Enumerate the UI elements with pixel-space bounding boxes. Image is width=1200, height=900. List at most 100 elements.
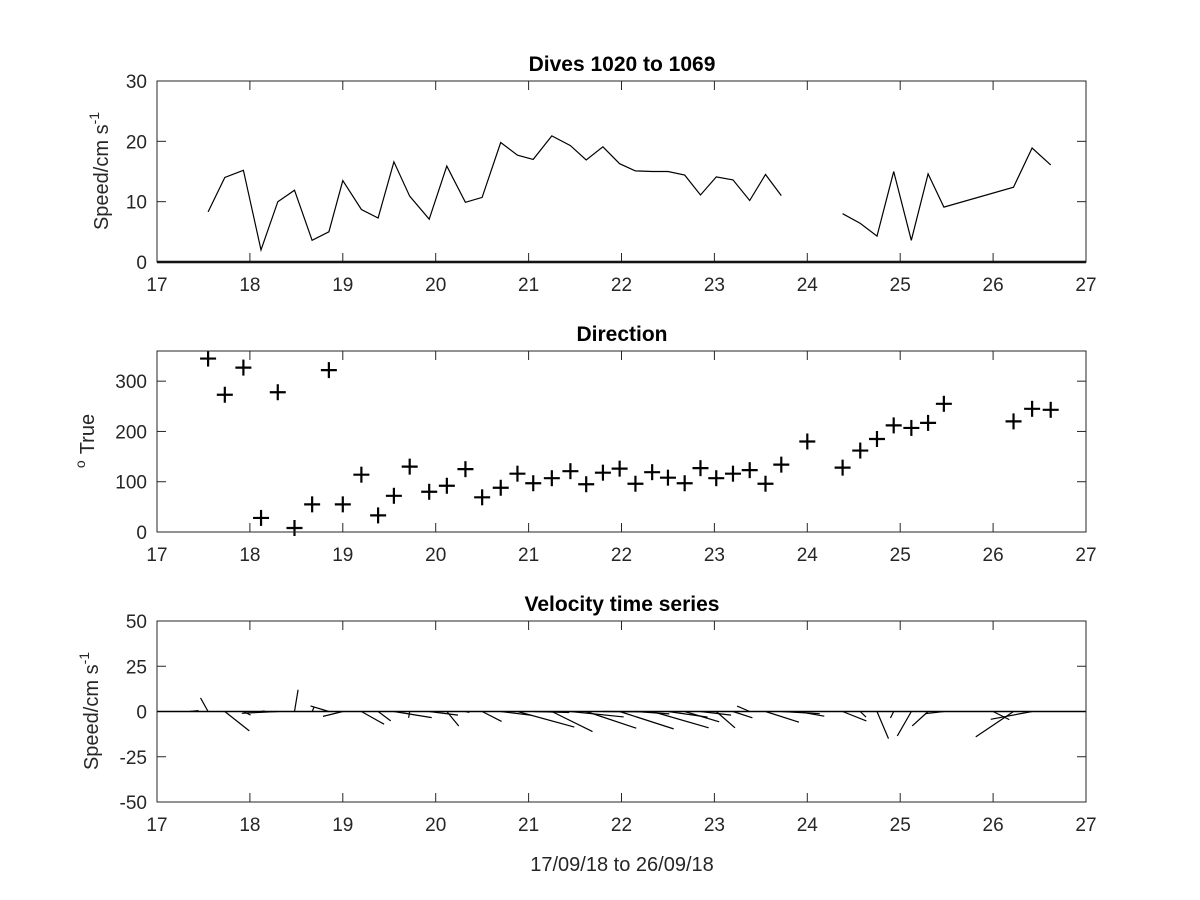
- direction-xtick-label: 21: [518, 545, 539, 566]
- velocity-stick: [446, 711, 460, 727]
- velocity-stick: [200, 697, 209, 712]
- speed-panel-ticks: 17 18 19 20 21 22 23 24 25 26 27 0 10 20 30: [126, 72, 1097, 296]
- direction-point: [885, 417, 902, 434]
- direction-ytick-label: 200: [115, 422, 147, 443]
- direction-point: [773, 456, 790, 473]
- direction-point: [1005, 413, 1022, 430]
- velocity-panel: Velocity time series 17 18 19 20 21 22 23 24 25 2…: [76, 593, 1097, 876]
- direction-point: [235, 359, 252, 376]
- direction-point: [692, 460, 709, 477]
- direction-xtick-label: 27: [1075, 545, 1096, 566]
- direction-point: [676, 475, 693, 492]
- direction-point: [757, 475, 774, 492]
- velocity-stick: [876, 711, 890, 739]
- direction-xtick-label: 18: [239, 545, 260, 566]
- velocity-stick: [619, 710, 674, 730]
- direction-point: [438, 477, 455, 494]
- velocity-stick: [393, 710, 432, 719]
- direction-xtick-label: 26: [983, 545, 1004, 566]
- velocity-xtick-label: 22: [611, 815, 632, 836]
- direction-point: [353, 466, 370, 483]
- direction-point: [1042, 401, 1059, 418]
- velocity-stick: [224, 711, 250, 732]
- velocity-stick: [408, 711, 411, 718]
- velocity-xtick-label: 27: [1075, 815, 1096, 836]
- velocity-stick: [293, 689, 299, 712]
- direction-panel: Direction 17 18 19 20 21 22 23 24 25 26 27 0 100 200 3…: [72, 323, 1097, 566]
- direction-point: [492, 479, 509, 496]
- velocity-stick: [842, 710, 867, 722]
- velocity-ytick-label: 25: [126, 657, 147, 678]
- speed-xtick-label: 21: [518, 275, 539, 296]
- velocity-xtick-label: 18: [239, 815, 260, 836]
- direction-point: [724, 465, 741, 482]
- direction-panel-ticks: 17 18 19 20 21 22 23 24 25 26 27 0 100 200 300: [115, 351, 1097, 566]
- direction-ytick-label: 100: [115, 473, 147, 494]
- direction-ytick-label: 0: [136, 523, 147, 544]
- velocity-stick: [765, 710, 800, 723]
- velocity-stick: [781, 710, 820, 715]
- velocity-ytick-label: -25: [120, 748, 147, 769]
- velocity-stick: [517, 710, 575, 728]
- direction-point: [269, 384, 286, 401]
- velocity-stick: [859, 711, 867, 718]
- direction-point: [200, 350, 217, 367]
- velocity-xtick-label: 23: [704, 815, 725, 836]
- velocity-stick: [700, 710, 732, 716]
- direction-point: [834, 459, 851, 476]
- speed-xtick-label: 18: [239, 275, 260, 296]
- direction-point: [474, 489, 491, 506]
- direction-point: [852, 442, 869, 459]
- direction-point: [1024, 400, 1041, 417]
- speed-panel-title: Dives 1020 to 1069: [529, 53, 716, 76]
- velocity-stick: [377, 711, 392, 722]
- velocity-panel-title: Velocity time series: [525, 593, 720, 616]
- velocity-stick: [241, 710, 278, 714]
- direction-point: [920, 414, 937, 431]
- direction-xtick-label: 22: [611, 545, 632, 566]
- direction-point: [935, 395, 952, 412]
- velocity-stick: [797, 710, 825, 717]
- direction-point: [611, 460, 628, 477]
- velocity-stick: [925, 710, 944, 715]
- direction-panel-markers: [200, 350, 1059, 536]
- direction-point: [320, 362, 337, 379]
- direction-point: [286, 519, 303, 536]
- direction-point: [421, 483, 438, 500]
- direction-point: [644, 464, 661, 481]
- velocity-xtick-label: 26: [983, 815, 1004, 836]
- direction-point: [525, 475, 542, 492]
- speed-ytick-label: 10: [126, 193, 147, 214]
- velocity-stick: [481, 710, 502, 722]
- speed-series-line: [207, 135, 782, 253]
- velocity-stick: [311, 707, 315, 712]
- direction-point: [594, 464, 611, 481]
- velocity-stick: [635, 710, 670, 715]
- direction-xtick-label: 25: [890, 545, 911, 566]
- direction-point: [562, 463, 579, 480]
- direction-point: [578, 476, 595, 493]
- velocity-stick: [586, 710, 637, 729]
- velocity-ytick-label: 0: [136, 703, 147, 724]
- direction-point: [659, 469, 676, 486]
- direction-xtick-label: 19: [332, 545, 353, 566]
- direction-point: [334, 496, 351, 513]
- velocity-stick: [992, 710, 1010, 721]
- velocity-stick: [684, 710, 720, 723]
- direction-ytick-label: 300: [115, 372, 147, 393]
- speed-panel-series: [157, 135, 1086, 264]
- velocity-stick: [500, 710, 532, 716]
- velocity-xtick-label: 21: [518, 815, 539, 836]
- direction-point: [903, 419, 920, 436]
- velocity-panel-ylabel: Speed/cm s-1: [76, 652, 103, 770]
- speed-xtick-label: 26: [983, 275, 1004, 296]
- direction-panel-axes-box: [156, 350, 1087, 533]
- speed-xtick-label: 23: [704, 275, 725, 296]
- speed-xtick-label: 27: [1075, 275, 1096, 296]
- direction-xtick-label: 23: [704, 545, 725, 566]
- direction-point: [216, 386, 233, 403]
- velocity-stick: [361, 710, 385, 725]
- direction-xtick-label: 17: [146, 545, 167, 566]
- speed-xtick-label: 17: [146, 275, 167, 296]
